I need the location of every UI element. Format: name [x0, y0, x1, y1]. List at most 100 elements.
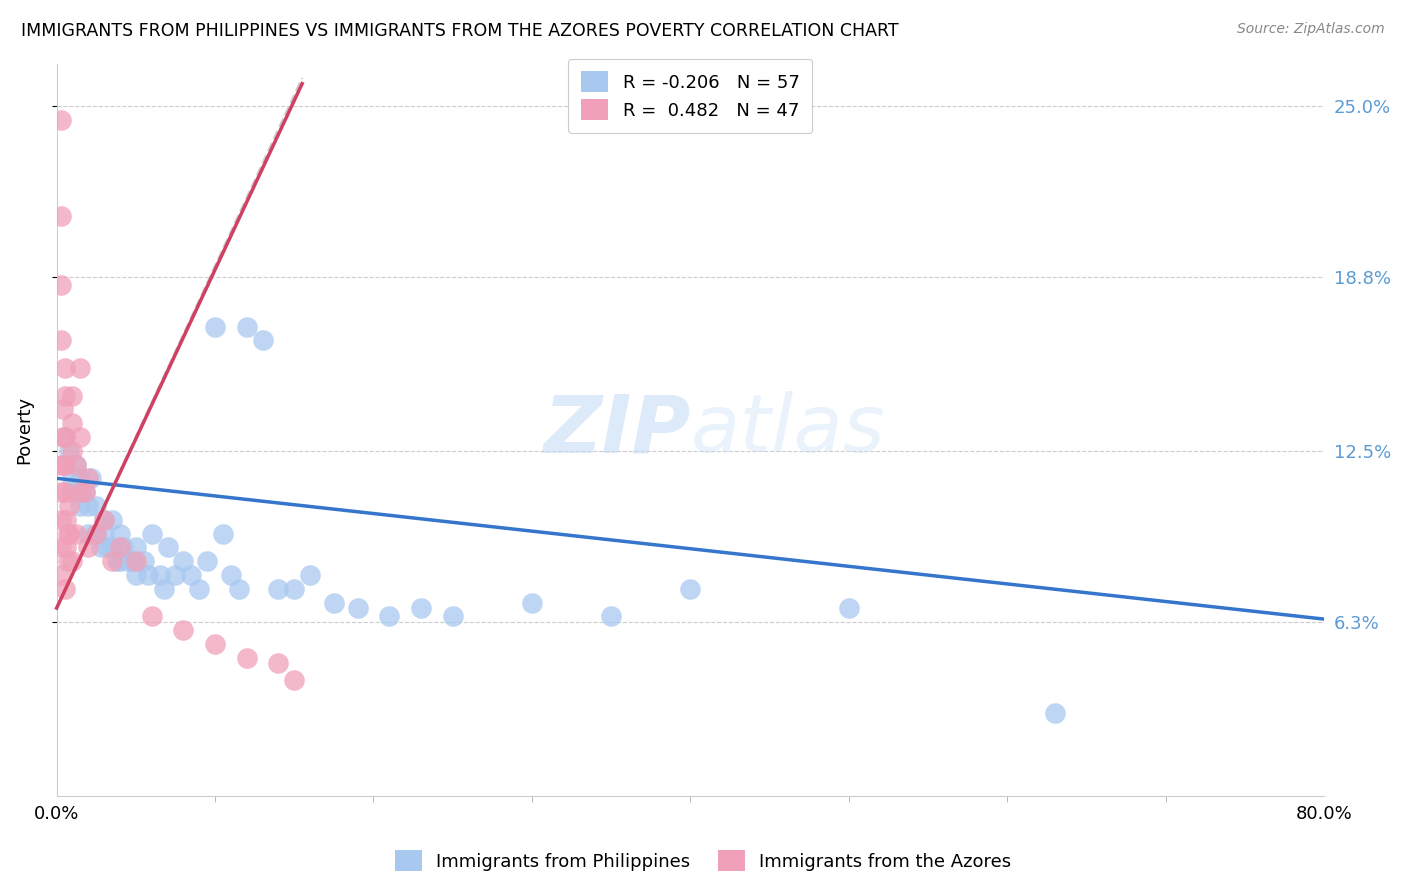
- Point: [84, 499, 107, 513]
- Point: [56, 554, 79, 568]
- Y-axis label: Poverty: Poverty: [15, 396, 32, 464]
- Point: [252, 334, 274, 348]
- Point: [62, 471, 84, 485]
- Point: [52, 430, 75, 444]
- Point: [77, 526, 100, 541]
- Point: [53, 458, 76, 472]
- Point: [51, 568, 73, 582]
- Point: [195, 554, 218, 568]
- Point: [204, 637, 226, 651]
- Point: [52, 402, 75, 417]
- Point: [84, 526, 107, 541]
- Point: [65, 526, 87, 541]
- Point: [121, 554, 143, 568]
- Point: [53, 388, 76, 402]
- Point: [101, 513, 124, 527]
- Point: [77, 499, 100, 513]
- Point: [62, 554, 84, 568]
- Point: [235, 650, 257, 665]
- Point: [172, 623, 194, 637]
- Point: [62, 443, 84, 458]
- Point: [51, 112, 73, 127]
- Point: [75, 485, 97, 500]
- Point: [108, 526, 131, 541]
- Point: [90, 541, 112, 555]
- Text: IMMIGRANTS FROM PHILIPPINES VS IMMIGRANTS FROM THE AZORES POVERTY CORRELATION CH: IMMIGRANTS FROM PHILIPPINES VS IMMIGRANT…: [21, 22, 898, 40]
- Point: [125, 554, 148, 568]
- Point: [101, 541, 124, 555]
- Point: [53, 582, 76, 596]
- Point: [283, 582, 305, 596]
- Point: [1043, 706, 1066, 720]
- Point: [108, 554, 131, 568]
- Point: [55, 513, 77, 527]
- Point: [180, 568, 202, 582]
- Point: [267, 657, 290, 671]
- Point: [838, 601, 860, 615]
- Point: [52, 458, 75, 472]
- Point: [153, 582, 176, 596]
- Point: [138, 568, 160, 582]
- Point: [679, 582, 702, 596]
- Point: [69, 430, 91, 444]
- Legend: R = -0.206   N = 57, R =  0.482   N = 47: R = -0.206 N = 57, R = 0.482 N = 47: [568, 59, 813, 133]
- Point: [132, 554, 155, 568]
- Point: [58, 526, 80, 541]
- Point: [75, 485, 97, 500]
- Point: [188, 582, 211, 596]
- Text: Source: ZipAtlas.com: Source: ZipAtlas.com: [1237, 22, 1385, 37]
- Point: [125, 541, 148, 555]
- Point: [141, 526, 163, 541]
- Legend: Immigrants from Philippines, Immigrants from the Azores: Immigrants from Philippines, Immigrants …: [388, 843, 1018, 879]
- Point: [62, 416, 84, 430]
- Point: [56, 526, 79, 541]
- Point: [84, 526, 107, 541]
- Point: [58, 443, 80, 458]
- Point: [112, 541, 135, 555]
- Point: [53, 485, 76, 500]
- Point: [69, 499, 91, 513]
- Point: [105, 554, 128, 568]
- Point: [51, 278, 73, 293]
- Point: [212, 526, 235, 541]
- Point: [62, 485, 84, 500]
- Point: [219, 568, 242, 582]
- Point: [101, 554, 124, 568]
- Point: [77, 471, 100, 485]
- Point: [235, 319, 257, 334]
- Point: [69, 485, 91, 500]
- Point: [53, 430, 76, 444]
- Point: [228, 582, 250, 596]
- Point: [322, 595, 344, 609]
- Point: [165, 568, 187, 582]
- Point: [53, 360, 76, 375]
- Point: [69, 360, 91, 375]
- Point: [149, 568, 172, 582]
- Point: [93, 513, 115, 527]
- Point: [77, 541, 100, 555]
- Point: [204, 319, 226, 334]
- Point: [172, 554, 194, 568]
- Point: [58, 499, 80, 513]
- Point: [65, 458, 87, 472]
- Point: [62, 388, 84, 402]
- Point: [93, 526, 115, 541]
- Text: atlas: atlas: [690, 391, 884, 469]
- Point: [51, 513, 73, 527]
- Point: [65, 458, 87, 472]
- Point: [267, 582, 290, 596]
- Point: [378, 609, 401, 624]
- Point: [409, 601, 432, 615]
- Point: [125, 568, 148, 582]
- Point: [51, 334, 73, 348]
- Point: [51, 458, 73, 472]
- Point: [600, 609, 623, 624]
- Point: [93, 513, 115, 527]
- Point: [69, 471, 91, 485]
- Point: [51, 209, 73, 223]
- Point: [141, 609, 163, 624]
- Point: [441, 609, 464, 624]
- Point: [51, 485, 73, 500]
- Point: [299, 568, 322, 582]
- Point: [55, 541, 77, 555]
